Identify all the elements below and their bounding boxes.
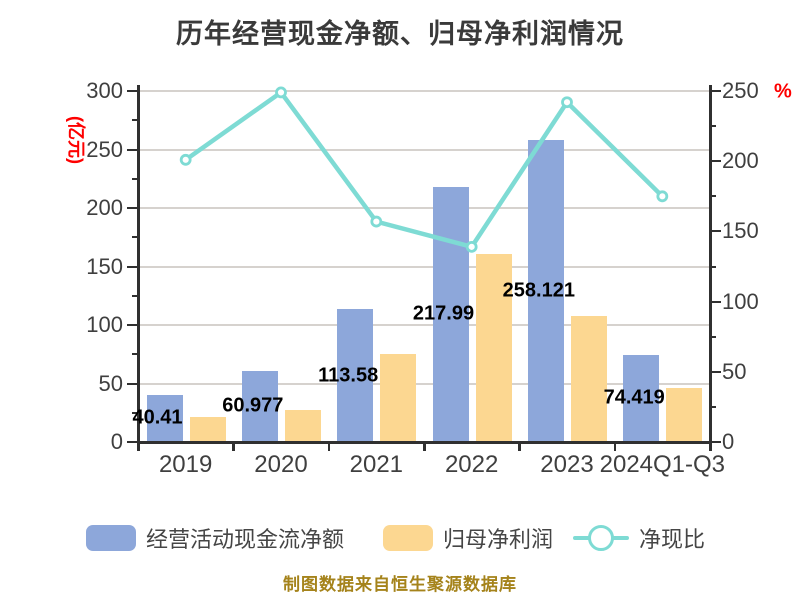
bar-net-profit (189, 417, 226, 441)
right-axis-tick-label: 250 (722, 78, 759, 103)
legend-label-ratio: 净现比 (639, 527, 706, 552)
cashflow-swatch-icon (86, 525, 136, 551)
x-axis-label: 2023 (540, 451, 594, 478)
legend-label-netprofit: 归母净利润 (443, 527, 554, 552)
right-axis-line (708, 85, 712, 444)
bar-value-label: 74.419 (603, 386, 665, 409)
netprofit-swatch-icon (383, 525, 433, 551)
right-axis-tick-label: 200 (722, 148, 759, 174)
left-axis-tick (127, 441, 138, 443)
right-axis-tick-label: 50 (722, 358, 747, 384)
left-axis-tick (132, 353, 138, 356)
left-axis-tick-label: 0 (110, 429, 123, 454)
gridline (138, 148, 710, 151)
x-axis-label: 2022 (444, 451, 499, 478)
right-axis-unit-label: % (774, 80, 792, 103)
bar-operating-cashflow (337, 309, 374, 441)
right-axis-tick (710, 335, 716, 338)
x-axis-tick (327, 442, 331, 451)
gridline (138, 207, 710, 209)
left-axis-tick (132, 236, 138, 239)
left-axis-line (136, 85, 140, 444)
left-axis-tick-label: 200 (86, 195, 123, 220)
left-axis-tick (127, 90, 138, 92)
x-axis-label: 2024Q1-Q3 (599, 451, 726, 478)
left-axis-tick (127, 148, 138, 151)
line-marker-icon (573, 518, 629, 558)
bar-value-label: 113.58 (318, 364, 379, 387)
right-axis-tick (710, 195, 716, 198)
right-axis-tick-label: 150 (722, 218, 759, 244)
bar-net-profit (475, 253, 512, 441)
legend: 经营活动现金流净额 归母净利润 净现比 (0, 518, 800, 558)
gridline (138, 265, 710, 268)
legend-label-cashflow: 经营活动现金流净额 (146, 527, 345, 552)
bar-net-profit (666, 388, 703, 441)
bar-net-profit (380, 354, 417, 441)
x-axis-tick (137, 442, 140, 451)
bar-operating-cashflow (241, 370, 278, 441)
left-axis-tick-label: 300 (86, 78, 123, 103)
x-axis-tick (709, 442, 712, 451)
right-axis-tick (710, 160, 721, 163)
left-axis-tick (132, 294, 138, 297)
bar-net-profit (284, 410, 321, 441)
left-axis-tick (127, 324, 138, 326)
left-axis-tick (132, 177, 138, 180)
left-axis-tick (127, 265, 138, 268)
left-axis-tick (127, 382, 138, 385)
bar-value-label: 217.99 (412, 302, 475, 325)
left-axis-tick-label: 50 (98, 370, 123, 396)
x-axis-tick (423, 442, 426, 451)
right-axis-tick (710, 230, 721, 233)
x-axis-tick (613, 442, 617, 451)
right-axis-tick (710, 300, 721, 303)
bar-operating-cashflow (146, 394, 183, 441)
right-axis-tick (710, 441, 721, 443)
x-axis-label: 2020 (254, 451, 308, 478)
x-axis-tick (232, 442, 235, 451)
x-axis-label: 2021 (349, 451, 404, 478)
bar-value-label: 60.977 (222, 394, 284, 417)
right-axis-tick (710, 405, 716, 408)
left-axis-tick (132, 119, 138, 122)
left-axis-tick-label: 150 (86, 253, 123, 279)
right-axis-tick (710, 370, 721, 373)
data-source-note: 制图数据来自恒生聚源数据库 (283, 575, 517, 594)
bar-value-label: 40.41 (132, 406, 183, 429)
left-axis-tick-label: 250 (86, 136, 123, 162)
legend-item-operating-cashflow[interactable]: 经营活动现金流净额 (86, 518, 344, 558)
gridline (138, 324, 710, 326)
chart-title: 历年经营现金净额、归母净利润情况 (176, 19, 624, 49)
gridline (138, 382, 710, 385)
left-axis-tick (127, 207, 138, 209)
right-axis-tick-label: 0 (722, 429, 735, 454)
left-axis-tick (132, 411, 138, 414)
bar-value-label: 258.121 (502, 279, 575, 302)
left-axis-tick-label: 100 (86, 312, 123, 337)
x-axis-label: 2019 (158, 451, 213, 478)
legend-item-net-profit[interactable]: 归母净利润 (383, 518, 553, 558)
x-axis-tick (518, 442, 521, 451)
right-axis-tick (710, 265, 716, 268)
legend-item-net-cash-ratio[interactable]: 净现比 (573, 518, 705, 558)
gridline (138, 90, 710, 92)
bar-net-profit (570, 315, 607, 441)
right-axis-tick (710, 125, 716, 128)
right-axis-tick-label: 100 (722, 288, 759, 314)
right-axis-tick (710, 90, 721, 92)
bar-operating-cashflow (623, 354, 660, 441)
